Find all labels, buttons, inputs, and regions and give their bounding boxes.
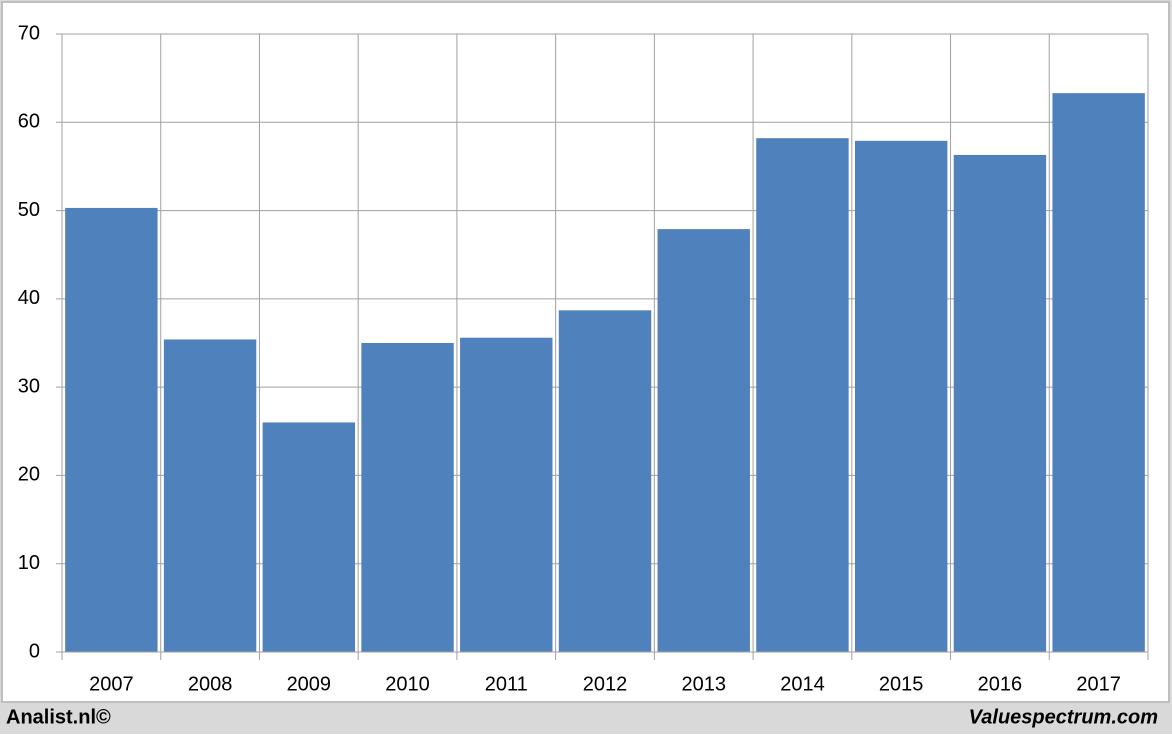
bar bbox=[854, 140, 948, 652]
bar bbox=[1052, 93, 1145, 652]
x-tick-label: 2013 bbox=[681, 673, 726, 695]
x-tick-label: 2009 bbox=[287, 673, 332, 695]
x-tick-label: 2016 bbox=[978, 673, 1023, 695]
x-tick-label: 2014 bbox=[780, 673, 825, 695]
y-tick-label: 0 bbox=[29, 640, 40, 662]
bar bbox=[953, 154, 1047, 653]
footer-left: Analist.nl© bbox=[6, 706, 111, 728]
bar bbox=[558, 310, 652, 652]
y-tick-label: 50 bbox=[18, 199, 40, 221]
bar bbox=[756, 138, 849, 653]
footer-right: Valuespectrum.com bbox=[969, 706, 1158, 728]
x-tick-label: 2012 bbox=[583, 673, 628, 695]
x-tick-label: 2017 bbox=[1076, 673, 1121, 695]
y-tick-label: 20 bbox=[18, 464, 40, 486]
y-tick-label: 60 bbox=[18, 111, 40, 133]
bar bbox=[163, 339, 257, 652]
x-tick-label: 2007 bbox=[89, 673, 134, 695]
y-tick-label: 40 bbox=[18, 287, 40, 309]
x-tick-label: 2008 bbox=[188, 673, 233, 695]
bar bbox=[262, 422, 356, 652]
bar bbox=[460, 337, 553, 652]
x-tick-label: 2015 bbox=[879, 673, 924, 695]
y-tick-label: 10 bbox=[18, 552, 40, 574]
bar bbox=[65, 207, 158, 652]
y-tick-label: 30 bbox=[18, 375, 40, 397]
bar bbox=[361, 343, 454, 652]
bar bbox=[657, 229, 750, 652]
y-tick-label: 70 bbox=[18, 22, 40, 44]
x-tick-label: 2011 bbox=[485, 673, 528, 695]
x-tick-label: 2010 bbox=[385, 673, 430, 695]
